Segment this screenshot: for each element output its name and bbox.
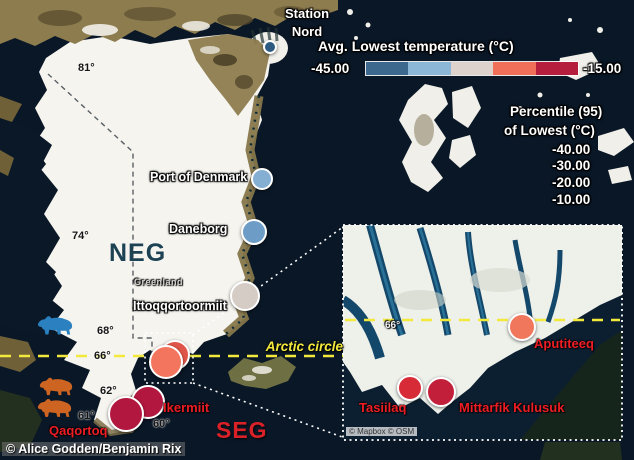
- colorbar-segment: [493, 62, 536, 75]
- station-dot-east-cluster-front[interactable]: [149, 345, 183, 379]
- baffin-bay: [0, 120, 64, 334]
- northeast-coast: [188, 34, 270, 116]
- attribution-main: © Alice Godden/Benjamin Rix: [2, 442, 186, 456]
- station-dot-port-of-denmark[interactable]: [251, 168, 273, 190]
- station-dot-aputiteeq[interactable]: [508, 313, 536, 341]
- orange-polar-bear-icon-2: [36, 397, 73, 420]
- iceland: [228, 356, 296, 389]
- neg-boundary-line: [47, 73, 153, 370]
- inset-border: [342, 224, 623, 441]
- station-dot-ittoqqortoormiit[interactable]: [230, 281, 260, 311]
- north-coast-land: [0, 0, 338, 46]
- inset-callout-top: [192, 226, 344, 336]
- colorbar-segment: [535, 62, 579, 75]
- canada-coast: [0, 96, 22, 122]
- station-dot-mittarfik-kulusuk[interactable]: [426, 377, 456, 407]
- blue-polar-bear-icon: [36, 314, 74, 338]
- orange-polar-bear-icon-1: [38, 376, 74, 398]
- colorbar-segment: [450, 62, 494, 75]
- station-dot-tasiilaq[interactable]: [397, 375, 423, 401]
- greenland-landmass: [32, 34, 272, 434]
- inset-source-rect: [144, 332, 194, 384]
- station-dot-qaqortoq[interactable]: [108, 396, 144, 432]
- attribution-inset: © Mapbox © OSM: [346, 427, 418, 436]
- colorbar-segment: [366, 62, 409, 75]
- temp-colorbar: [365, 61, 579, 76]
- inset-map: [342, 224, 623, 441]
- colorbar-segment: [408, 62, 451, 75]
- station-dot-daneborg[interactable]: [241, 219, 267, 245]
- sea-greenery: [540, 442, 622, 460]
- station-dot-station-nord[interactable]: [263, 40, 277, 54]
